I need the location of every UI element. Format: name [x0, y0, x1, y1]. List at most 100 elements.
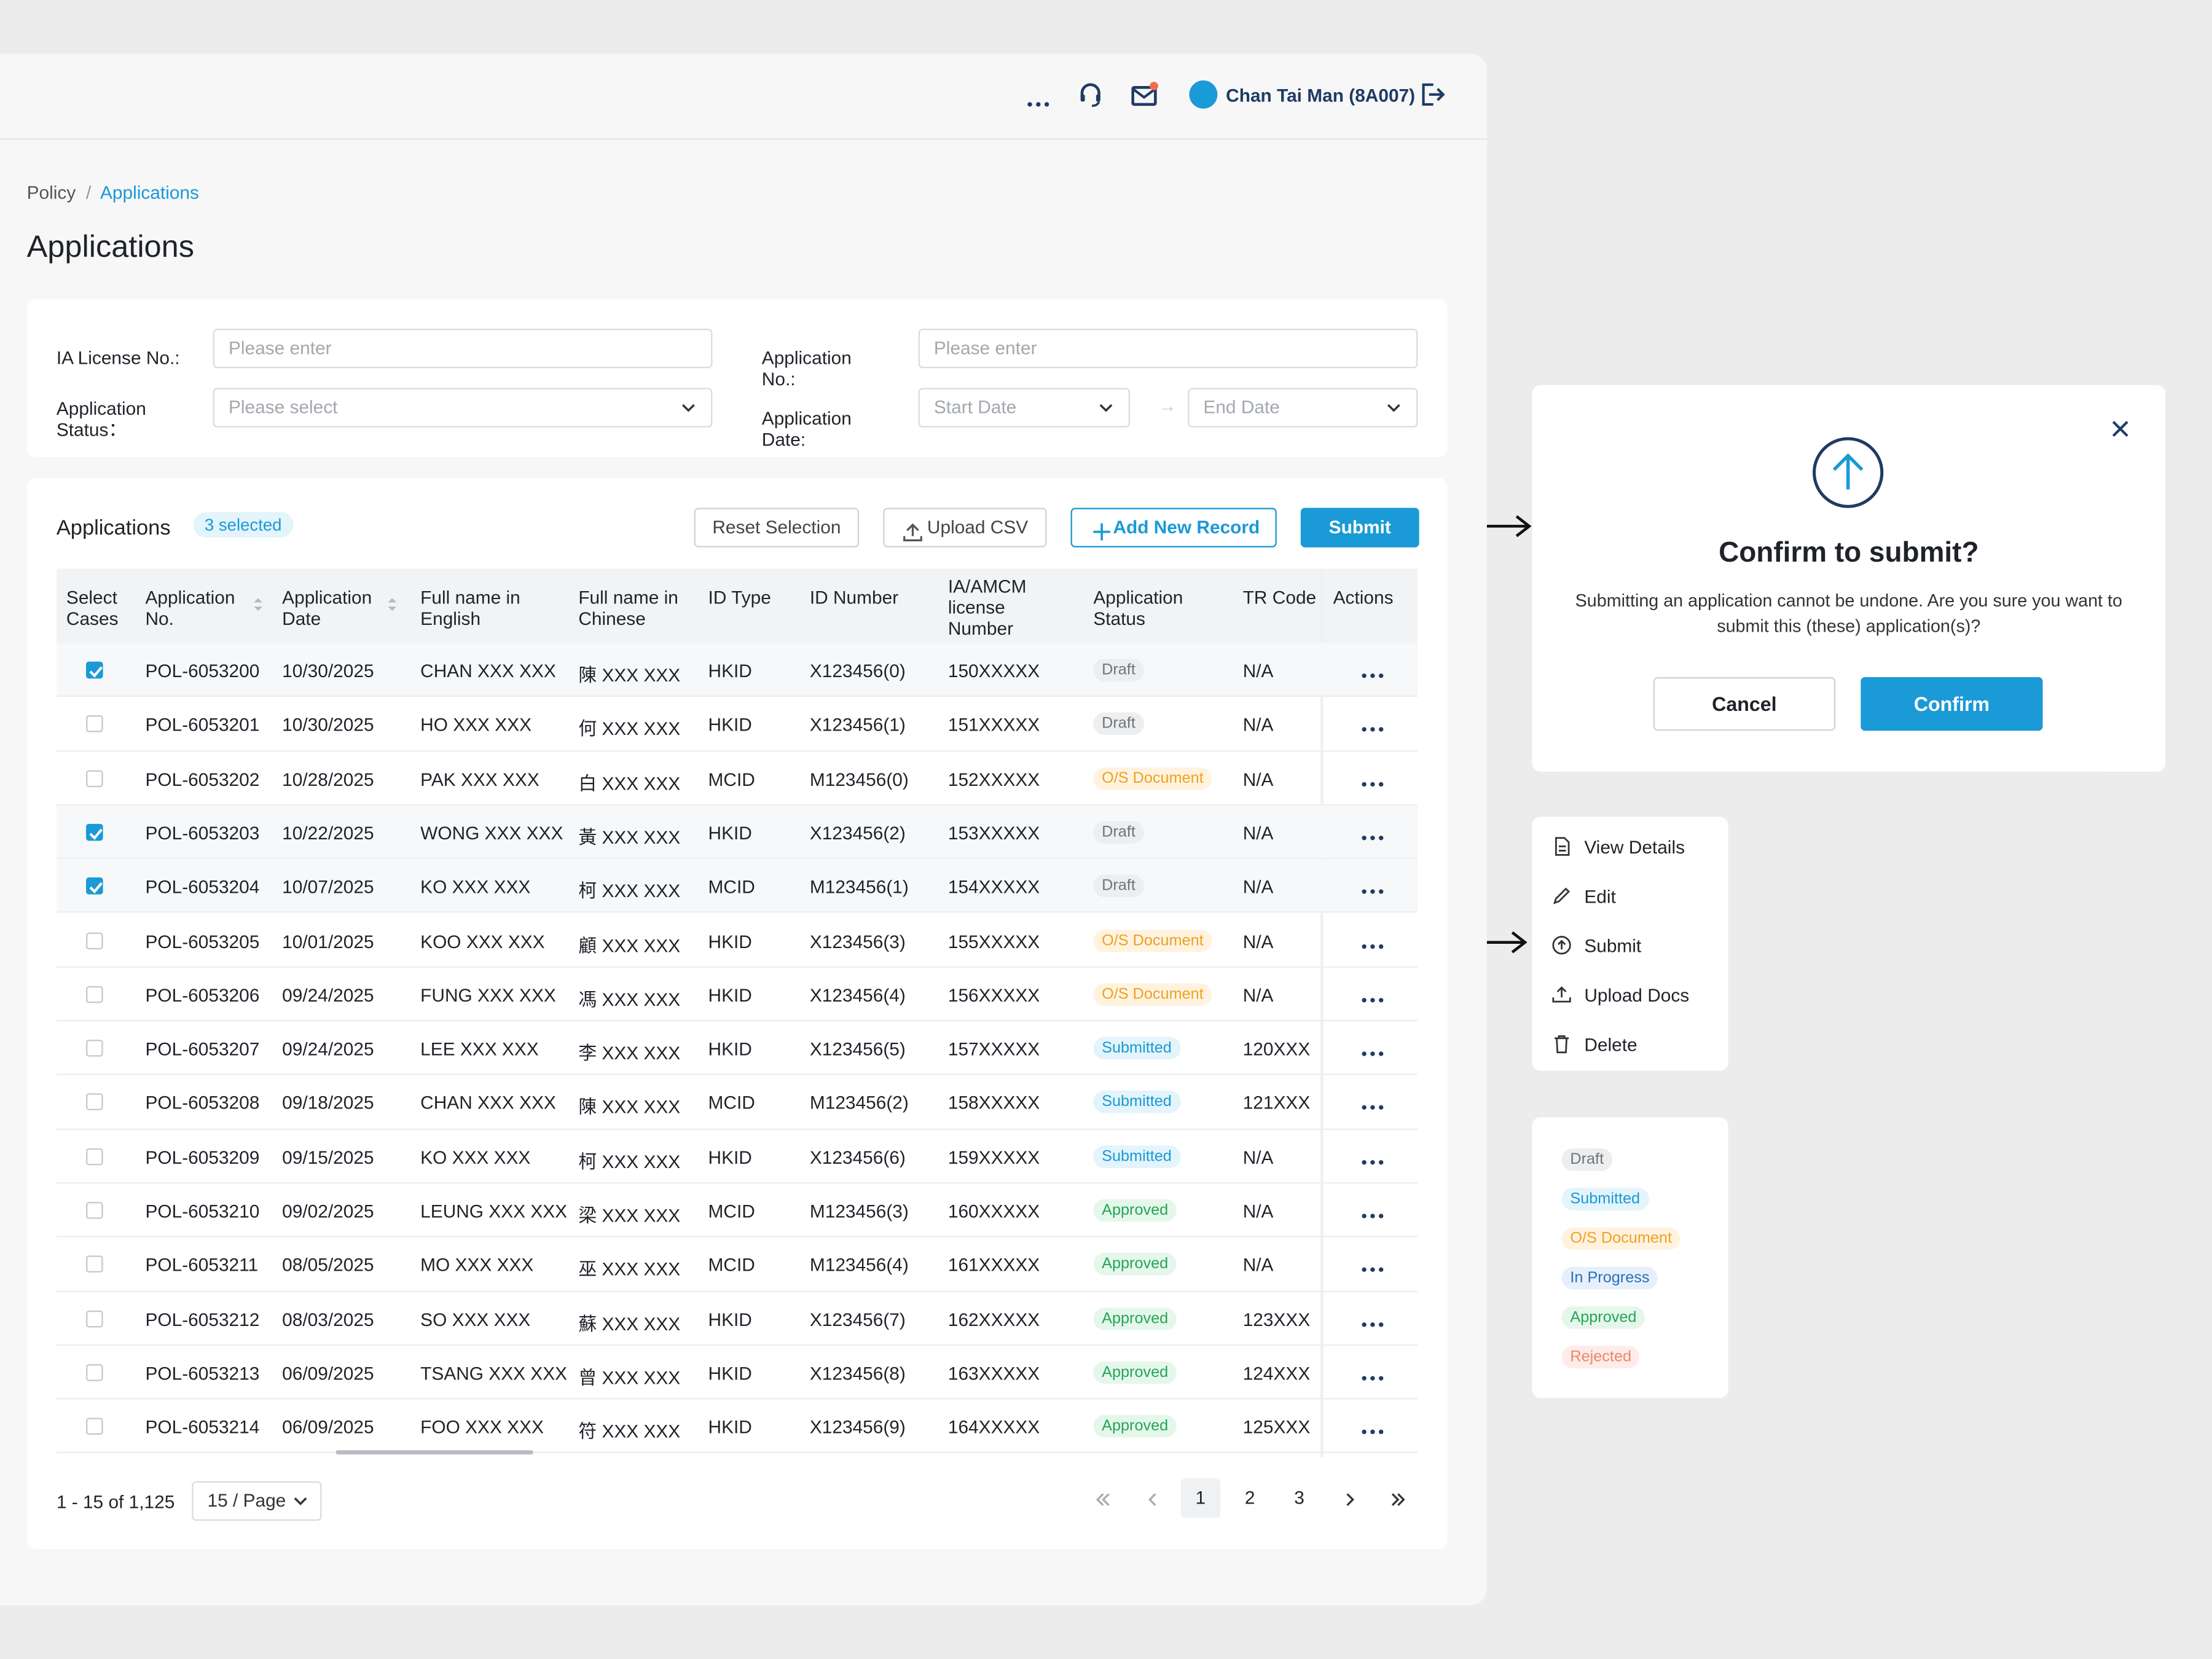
row-checkbox[interactable]: [86, 1309, 103, 1327]
row-checkbox[interactable]: [86, 823, 103, 841]
table-row: POL-6053203 10/22/2025 WONG XXX XXX 黃 XXX X…: [56, 805, 1418, 860]
table-cell: 161XXXXX: [947, 1254, 1040, 1276]
close-button[interactable]: [2111, 419, 2130, 443]
row-actions[interactable]: [1360, 663, 1385, 684]
row-actions[interactable]: [1360, 771, 1385, 792]
page-size-select[interactable]: 15 / Page: [192, 1481, 322, 1521]
confirm-button[interactable]: Confirm: [1861, 677, 2043, 731]
sort-icon[interactable]: [253, 595, 264, 616]
row-actions[interactable]: [1360, 1365, 1385, 1386]
row-checkbox[interactable]: [86, 1202, 103, 1219]
row-checkbox[interactable]: [86, 1094, 103, 1111]
icon: [1131, 82, 1158, 106]
table-cell: 顧 XXX XXX: [578, 935, 681, 956]
row-actions[interactable]: [1360, 1203, 1385, 1224]
row-checkbox[interactable]: [86, 1418, 103, 1435]
table-cell: HKID: [708, 660, 752, 681]
button-label: Add New Record: [1113, 516, 1260, 538]
table-cell: 10/01/2025: [282, 930, 374, 952]
icon: [1387, 404, 1400, 412]
menu-item[interactable]: Upload Docs: [1532, 982, 1728, 1016]
breadcrumb-item[interactable]: Policy: [26, 182, 76, 203]
table-panel: Applications 3 selected Reset Selection Upl…: [26, 478, 1448, 1549]
table-cell: POL-6053209: [145, 1146, 260, 1168]
row-checkbox[interactable]: [86, 661, 103, 679]
table-cell: POL-6053214: [145, 1416, 260, 1438]
sort-icon[interactable]: [386, 595, 398, 616]
row-checkbox[interactable]: [86, 1148, 103, 1165]
table-cell: N/A: [1242, 768, 1274, 790]
table-row: POL-6053206 09/24/2025 FUNG XXX XXX 馮 XXX X…: [56, 968, 1418, 1022]
confirm-dialog: Confirm to submit? Submitting an applicat…: [1532, 385, 2166, 772]
logout-icon[interactable]: [1421, 82, 1446, 111]
row-checkbox[interactable]: [86, 931, 103, 949]
page-nav[interactable]: [1389, 1491, 1406, 1512]
row-checkbox[interactable]: [86, 1040, 103, 1057]
row-checkbox[interactable]: [86, 1363, 103, 1381]
status-tag: Approved: [1093, 1415, 1177, 1438]
table-cell: 08/03/2025: [282, 1308, 374, 1330]
toolbar-button[interactable]: Upload CSV: [883, 508, 1047, 547]
column-header: Full name in English: [420, 587, 520, 629]
table-cell: 154XXXXX: [947, 876, 1040, 898]
menu-item[interactable]: View Details: [1532, 834, 1728, 868]
row-actions[interactable]: [1360, 1041, 1385, 1062]
row-checkbox[interactable]: [86, 986, 103, 1003]
table-row: POL-6053209 09/15/2025 KO XXX XXX 柯 XXX XXX…: [56, 1129, 1418, 1184]
page-nav[interactable]: [1144, 1491, 1161, 1512]
row-actions[interactable]: [1360, 933, 1385, 954]
row-actions[interactable]: [1360, 1149, 1385, 1170]
table-row: POL-6053214 06/09/2025 FOO XXX XXX 符 XXX XX…: [56, 1400, 1418, 1454]
row-checkbox[interactable]: [86, 715, 103, 733]
page-nav[interactable]: [1095, 1491, 1112, 1512]
toolbar-button[interactable]: Add New Record: [1070, 508, 1277, 547]
support-icon[interactable]: [1078, 82, 1103, 111]
icon: [89, 882, 103, 894]
page-nav[interactable]: [1341, 1491, 1359, 1512]
table-row: POL-6053201 10/30/2025 HO XXX XXX 何 XXX XXX…: [56, 697, 1418, 751]
icon: [1362, 889, 1384, 895]
cancel-button[interactable]: Cancel: [1653, 677, 1835, 731]
filter-input[interactable]: Please enter: [918, 328, 1418, 369]
row-actions[interactable]: [1360, 1419, 1385, 1440]
filter-input[interactable]: Start Date: [918, 388, 1131, 429]
page-number[interactable]: 3: [1294, 1486, 1304, 1508]
mail-icon[interactable]: [1131, 82, 1159, 111]
table-cell: HO XXX XXX: [420, 714, 531, 735]
dropdown-chevron: [1097, 392, 1115, 429]
filter-input[interactable]: Please select: [213, 388, 713, 428]
menu-item[interactable]: Delete: [1532, 1031, 1728, 1065]
menu-item[interactable]: Submit: [1532, 933, 1728, 967]
row-actions[interactable]: [1360, 1096, 1385, 1116]
table-cell: WONG XXX XXX: [420, 822, 563, 844]
table-cell: POL-6053202: [145, 768, 260, 790]
row-actions[interactable]: [1360, 987, 1385, 1008]
table-cell: SO XXX XXX: [420, 1308, 531, 1330]
filter-input[interactable]: End Date: [1188, 388, 1418, 428]
row-actions[interactable]: [1360, 1257, 1385, 1278]
row-checkbox[interactable]: [86, 877, 103, 895]
status-tag: O/S Document: [1561, 1227, 1681, 1250]
filter-input[interactable]: Please enter: [213, 328, 713, 369]
toolbar-button[interactable]: Reset Selection: [694, 508, 860, 547]
more-button[interactable]: [1026, 92, 1051, 112]
table-cell: N/A: [1242, 984, 1274, 1006]
table-cell: 09/02/2025: [282, 1200, 374, 1222]
table-cell: 巫 XXX XXX: [578, 1258, 681, 1281]
row-checkbox[interactable]: [86, 769, 103, 787]
user-name[interactable]: Chan Tai Man (8A007): [1226, 84, 1416, 106]
status-tag: O/S Document: [1093, 982, 1212, 1006]
table-cell: KO XXX XXX: [420, 1146, 531, 1168]
page-number[interactable]: 2: [1244, 1486, 1255, 1508]
table-cell: 123XXX: [1242, 1308, 1311, 1330]
row-actions[interactable]: [1360, 879, 1385, 900]
row-actions[interactable]: [1360, 1311, 1385, 1332]
column-header: Application No.: [145, 587, 263, 629]
row-actions[interactable]: [1360, 825, 1385, 846]
row-actions[interactable]: [1360, 717, 1385, 738]
page-number[interactable]: 1: [1180, 1478, 1220, 1518]
toolbar-button[interactable]: Submit: [1300, 508, 1419, 547]
row-checkbox[interactable]: [86, 1256, 103, 1273]
table-cell: 09/24/2025: [282, 984, 374, 1006]
menu-item[interactable]: Edit: [1532, 883, 1728, 917]
